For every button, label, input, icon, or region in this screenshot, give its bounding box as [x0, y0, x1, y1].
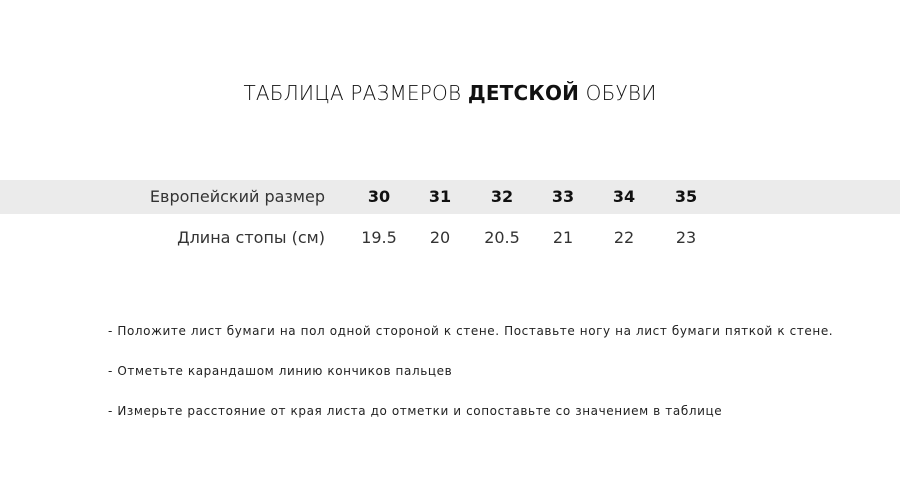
table-cell: 30	[367, 187, 391, 206]
header-row-background	[0, 180, 900, 214]
instruction-item: - Положите лист бумаги на пол одной стор…	[108, 324, 834, 338]
table-row-foot-length: Длина стопы (см) 19.5 20 20.5 21 22 23	[0, 221, 900, 255]
table-cell: 20.5	[484, 228, 520, 247]
title-prefix: ТАБЛИЦА РАЗМЕРОВ	[243, 81, 468, 105]
table-cell: 34	[612, 187, 636, 206]
row-label: Европейский размер	[149, 187, 325, 206]
page-title: ТАБЛИЦА РАЗМЕРОВ ДЕТСКОЙ ОБУВИ	[0, 81, 900, 105]
table-row-eu-size: Европейский размер 30 31 32 33 34 35	[0, 180, 900, 214]
title-suffix: ОБУВИ	[579, 81, 657, 105]
table-cell: 33	[551, 187, 575, 206]
instruction-item: - Отметьте карандашом линию кончиков пал…	[108, 364, 453, 378]
title-bold: ДЕТСКОЙ	[467, 81, 580, 105]
table-cell: 22	[613, 228, 635, 247]
row-label: Длина стопы (см)	[177, 228, 325, 247]
table-cell: 20	[429, 228, 451, 247]
table-cell: 19.5	[361, 228, 397, 247]
table-cell: 32	[490, 187, 514, 206]
table-cell: 31	[428, 187, 452, 206]
table-cell: 21	[552, 228, 574, 247]
table-cell: 35	[674, 187, 698, 206]
table-cell: 23	[675, 228, 697, 247]
instruction-item: - Измерьте расстояние от края листа до о…	[108, 404, 723, 418]
